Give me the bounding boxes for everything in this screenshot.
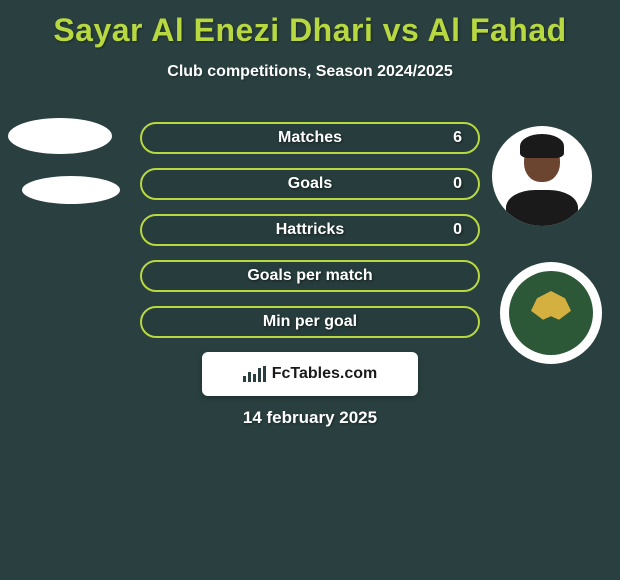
stat-label: Min per goal xyxy=(263,313,357,331)
stat-row-min-per-goal: Min per goal xyxy=(140,306,480,338)
avatar-hair-shape xyxy=(520,134,564,158)
brand-badge[interactable]: FcTables.com xyxy=(202,352,418,396)
brand-text: FcTables.com xyxy=(272,365,378,383)
stat-row-hattricks: Hattricks 0 xyxy=(140,214,480,246)
chart-icon xyxy=(243,366,266,382)
stat-row-goals-per-match: Goals per match xyxy=(140,260,480,292)
subtitle: Club competitions, Season 2024/2025 xyxy=(0,63,620,81)
crest-bird-icon xyxy=(531,291,571,327)
crest-bg xyxy=(509,271,593,355)
stat-label: Hattricks xyxy=(276,221,344,239)
stat-label: Matches xyxy=(278,129,342,147)
stat-row-goals: Goals 0 xyxy=(140,168,480,200)
stat-label: Goals per match xyxy=(247,267,372,285)
page-title: Sayar Al Enezi Dhari vs Al Fahad xyxy=(0,0,620,49)
date-text: 14 february 2025 xyxy=(0,408,620,428)
stat-value: 0 xyxy=(453,175,462,193)
stat-row-matches: Matches 6 xyxy=(140,122,480,154)
player1-club-placeholder xyxy=(22,176,120,204)
player2-avatar xyxy=(492,126,592,226)
avatar-body-shape xyxy=(506,190,578,226)
stat-value: 6 xyxy=(453,129,462,147)
stats-container: Matches 6 Goals 0 Hattricks 0 Goals per … xyxy=(140,122,480,352)
stat-value: 0 xyxy=(453,221,462,239)
player1-avatar-placeholder xyxy=(8,118,112,154)
stat-label: Goals xyxy=(288,175,332,193)
player2-club-crest xyxy=(500,262,602,364)
